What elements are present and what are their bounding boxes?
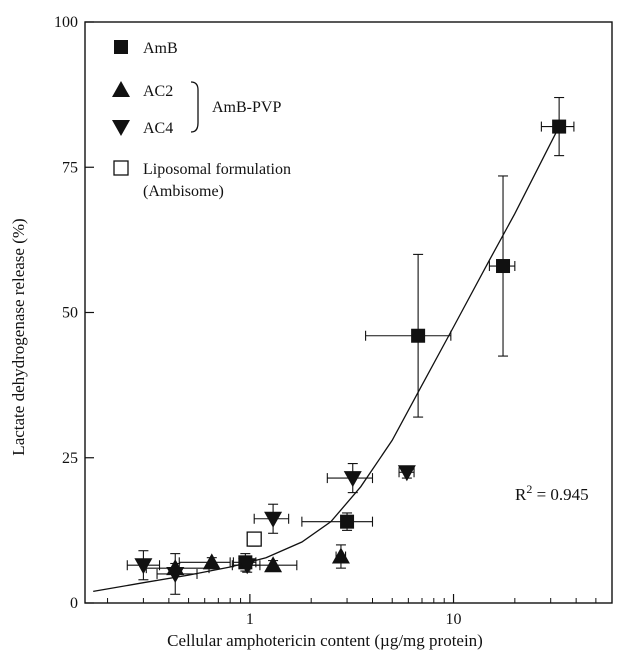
data-point xyxy=(340,514,355,529)
data-point xyxy=(552,119,567,134)
fit-curve-layer xyxy=(93,126,560,593)
data-point xyxy=(331,547,350,564)
data-point xyxy=(134,558,153,575)
legend-bracket xyxy=(190,81,199,133)
data-point xyxy=(397,465,416,482)
legend-marker xyxy=(114,40,128,54)
data-point xyxy=(166,566,185,583)
x-tick-label: 1 xyxy=(246,611,254,628)
axes: 0 25 50 75 100 1 10 xyxy=(54,14,613,628)
data-point xyxy=(264,556,283,573)
data-points-layer xyxy=(126,96,575,595)
series-ac4 xyxy=(126,463,416,595)
legend-label: AmB xyxy=(143,40,178,57)
r-squared-annotation: R2 = 0.945 xyxy=(515,482,589,504)
legend-marker xyxy=(112,120,130,136)
y-tick-label: 25 xyxy=(62,450,78,467)
y-tick-label: 75 xyxy=(62,159,78,176)
r-squared-base: R xyxy=(515,485,527,504)
data-point xyxy=(238,558,257,575)
r-squared-sup: 2 xyxy=(526,482,532,496)
legend-label: AC2 xyxy=(143,83,173,100)
legend-marker xyxy=(113,160,129,176)
series-liposomal-formulation xyxy=(246,531,262,547)
y-tick-label: 100 xyxy=(54,14,78,31)
data-point xyxy=(202,553,221,570)
data-point xyxy=(343,471,362,488)
y-tick-label: 0 xyxy=(70,595,78,612)
y-axis-label: Lactate dehydrogenase release (%) xyxy=(9,218,28,455)
x-tick-label: 10 xyxy=(446,611,462,628)
series-amb xyxy=(232,96,575,572)
legend-marker xyxy=(112,81,130,97)
legend-label: Liposomal formulation xyxy=(143,161,291,178)
r-squared-value: = 0.945 xyxy=(532,485,588,504)
legend: AmB AC2 AC4 Liposomal formulation (Ambisome)… xyxy=(112,40,291,200)
data-point xyxy=(411,328,426,343)
fit-curve xyxy=(93,126,560,593)
data-point xyxy=(246,531,262,547)
legend-label: AC4 xyxy=(143,120,173,137)
x-axis-label: Cellular amphotericin content (µg/mg pro… xyxy=(167,631,483,650)
data-point xyxy=(496,259,511,274)
data-point xyxy=(264,511,283,528)
y-tick-label: 50 xyxy=(62,305,78,322)
legend-group-label: AmB-PVP xyxy=(212,99,281,116)
legend-label-line2: (Ambisome) xyxy=(143,183,224,200)
